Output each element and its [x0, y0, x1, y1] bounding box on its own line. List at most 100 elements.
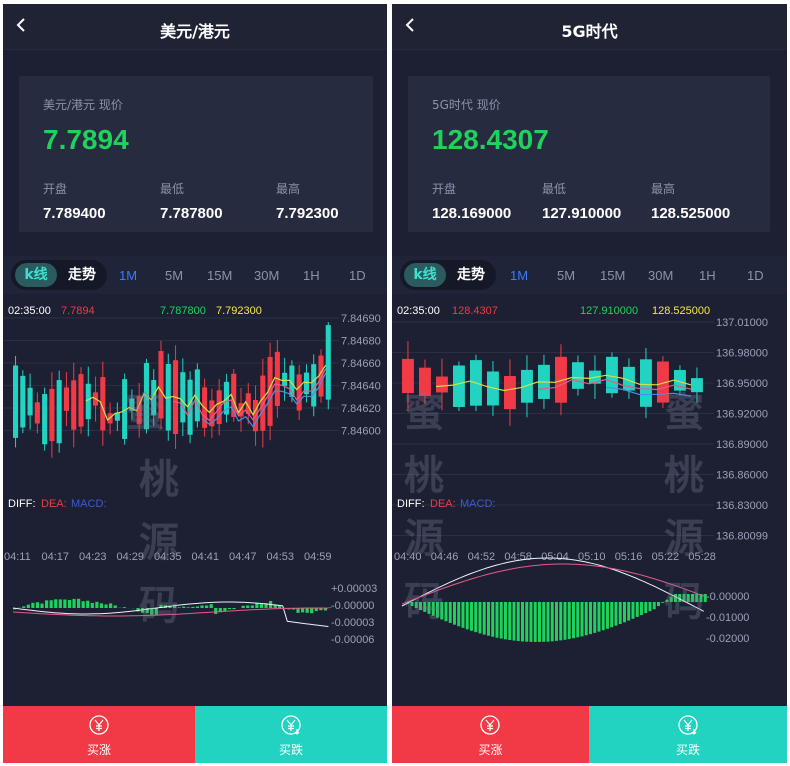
macd-bar	[499, 602, 503, 639]
kline-tab[interactable]: k线	[404, 263, 446, 287]
macd-bar	[209, 604, 213, 608]
macd-bar	[99, 603, 104, 608]
watermark-char: 蜜	[404, 390, 444, 436]
candle	[187, 379, 193, 435]
chart-info-4: 7.792300	[216, 305, 262, 317]
macd-bar	[495, 602, 499, 638]
candle	[56, 380, 62, 444]
period-15m[interactable]: 15M	[207, 268, 233, 283]
macd-bar	[81, 601, 85, 608]
candle	[555, 356, 567, 403]
trend-tab[interactable]: 走势	[68, 267, 96, 283]
macd-bar	[423, 602, 427, 612]
macd-bar	[232, 608, 236, 610]
candle	[63, 387, 69, 411]
macd-bar	[241, 605, 245, 608]
buy-up-button[interactable]: 买涨	[3, 706, 195, 763]
macd-bar	[436, 602, 439, 618]
macd-bar	[86, 600, 90, 608]
macd-bar	[410, 602, 414, 607]
candle	[657, 361, 669, 403]
period-15m[interactable]: 15M	[600, 268, 626, 283]
macd-bar	[159, 604, 163, 608]
x-tick-label: 04:35	[154, 551, 182, 563]
trend-tab[interactable]: 走势	[457, 267, 485, 283]
price-card: 美元/港元 现价 7.7894 开盘 7.789400 最低 7.787800 …	[19, 76, 373, 232]
x-tick-label: 05:28	[688, 551, 716, 563]
y-tick-label: 7.84690	[341, 313, 381, 325]
candle	[282, 372, 288, 386]
macd-bar	[168, 605, 172, 608]
candle	[71, 380, 77, 430]
macd-bar	[652, 602, 656, 610]
macd-bar	[470, 602, 473, 631]
candle	[289, 365, 295, 397]
macd-bar	[278, 605, 282, 608]
macd-bar	[77, 598, 81, 608]
macd-bar	[31, 602, 35, 608]
kline-tab[interactable]: k线	[15, 263, 57, 287]
macd-bar	[699, 594, 703, 602]
candle	[311, 364, 317, 407]
period-1m[interactable]: 1M	[510, 268, 529, 283]
back-arrow-icon[interactable]	[15, 18, 29, 32]
period-5m[interactable]: 5M	[557, 268, 576, 283]
ma-line	[537, 378, 692, 391]
stat-value: 7.789400	[43, 205, 106, 222]
chart-type-toggle[interactable]: k线 走势	[11, 260, 107, 290]
ma-line	[605, 386, 692, 397]
page-title: 5G时代	[561, 22, 618, 41]
period-5m[interactable]: 5M	[165, 268, 184, 283]
macd-bar	[113, 605, 117, 608]
macd-bar	[109, 603, 113, 608]
macd-bar	[584, 602, 588, 636]
macd-macd-label: MACD:	[71, 498, 106, 510]
period-1h[interactable]: 1H	[303, 268, 320, 283]
candle	[114, 412, 120, 421]
period-1m[interactable]: 1M	[119, 268, 138, 283]
macd-bar	[640, 602, 643, 616]
macd-bar	[145, 608, 149, 614]
yuan-coin-down-icon	[678, 715, 698, 735]
candle	[27, 387, 33, 416]
back-arrow-icon[interactable]	[404, 18, 418, 32]
period-1h[interactable]: 1H	[699, 268, 716, 283]
period-1d[interactable]: 1D	[349, 268, 366, 283]
macd-bar	[195, 606, 200, 608]
macd-bar	[54, 599, 58, 608]
period-30m[interactable]: 30M	[254, 268, 280, 283]
macd-dea-line	[12, 607, 329, 617]
candle	[78, 374, 84, 427]
macd-tick-label: -0.02000	[706, 633, 749, 645]
macd-bar	[45, 600, 49, 608]
macd-bar	[669, 596, 673, 602]
x-tick-label: 05:22	[652, 551, 680, 563]
macd-tick-label: -0.00003	[331, 617, 374, 629]
candle	[151, 380, 157, 416]
candle	[100, 377, 106, 431]
period-30m[interactable]: 30M	[648, 268, 674, 283]
watermark-char: 码	[404, 579, 444, 625]
buy-down-label: 买跌	[675, 743, 700, 757]
macd-bar	[512, 602, 516, 641]
chart-type-toggle[interactable]: k线 走势	[400, 260, 496, 290]
period-1d[interactable]: 1D	[747, 268, 764, 283]
macd-bar	[538, 602, 541, 642]
buy-down-button[interactable]: 买跌	[589, 706, 787, 763]
kline-chart[interactable]: 02:35:00 7.7894 7.787800 7.792300 7.8469…	[3, 300, 387, 660]
macd-diff-label: DIFF:	[8, 498, 36, 510]
macd-bar	[682, 594, 686, 602]
buy-down-button[interactable]: 买跌	[195, 706, 387, 763]
price-label: 美元/港元 现价	[43, 98, 123, 112]
stat-value: 7.787800	[160, 205, 223, 222]
candle	[122, 379, 128, 439]
macd-bar	[431, 602, 435, 616]
kline-chart[interactable]: 02:35:00 128.4307 127.910000 128.525000 …	[392, 300, 787, 660]
price-card: 5G时代 现价 128.4307 开盘 128.169000 最低 127.91…	[408, 76, 770, 232]
macd-bar	[572, 602, 575, 639]
macd-tick-label: -0.01000	[706, 612, 749, 624]
macd-bar	[678, 594, 682, 602]
macd-bar	[465, 602, 469, 630]
buy-up-button[interactable]: 买涨	[392, 706, 589, 763]
stat-label: 最低	[160, 182, 185, 196]
